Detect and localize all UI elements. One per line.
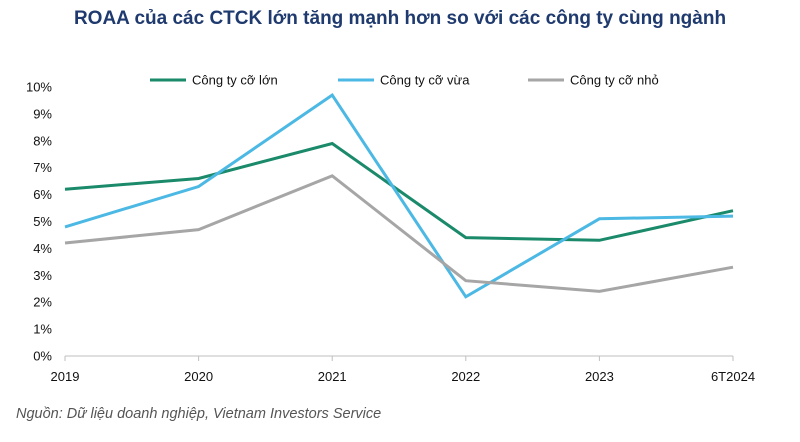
series-lines	[64, 93, 734, 299]
legend: Công ty cỡ lớn Công ty cỡ vừa Công ty cỡ n…	[150, 73, 659, 88]
y-tick-label: 6%	[33, 187, 52, 202]
series-line-3	[64, 174, 734, 293]
x-tick-label: 2022	[451, 369, 480, 384]
series-line-2	[64, 93, 734, 299]
chart-title: ROAA của các CTCK lớn tăng mạnh hơn so v…	[73, 8, 727, 29]
legend-label-3: Công ty cỡ nhỏ	[570, 73, 659, 88]
y-tick-label: 2%	[33, 295, 52, 310]
x-tick-label: 2021	[318, 369, 347, 384]
y-tick-label: 7%	[33, 160, 52, 175]
axes: 0% 1% 2% 3% 4% 5% 6% 7% 8% 9% 10% 2019 2020 2021 2022 2…	[26, 80, 755, 385]
y-tick-label: 9%	[33, 106, 52, 121]
legend-label-1: Công ty cỡ lớn	[192, 73, 278, 88]
legend-label-2: Công ty cỡ vừa	[380, 73, 470, 88]
y-tick-label: 4%	[33, 241, 52, 256]
series-line-1	[64, 141, 734, 242]
x-tick-label: 2020	[184, 369, 213, 384]
y-tick-label: 10%	[26, 80, 52, 95]
x-tick-label: 2019	[51, 369, 80, 384]
y-tick-label: 8%	[33, 133, 52, 148]
x-tick-label: 6T2024	[711, 369, 755, 384]
y-tick-label: 3%	[33, 268, 52, 283]
x-tick-label: 2023	[585, 369, 614, 384]
y-tick-label: 0%	[33, 349, 52, 364]
line-chart: Công ty cỡ lớn Công ty cỡ vừa Công ty cỡ n…	[26, 73, 755, 385]
y-tick-label: 1%	[33, 322, 52, 337]
source-note: Nguồn: Dữ liệu doanh nghiệp, Vietnam Inv…	[16, 406, 382, 422]
y-tick-label: 5%	[33, 214, 52, 229]
